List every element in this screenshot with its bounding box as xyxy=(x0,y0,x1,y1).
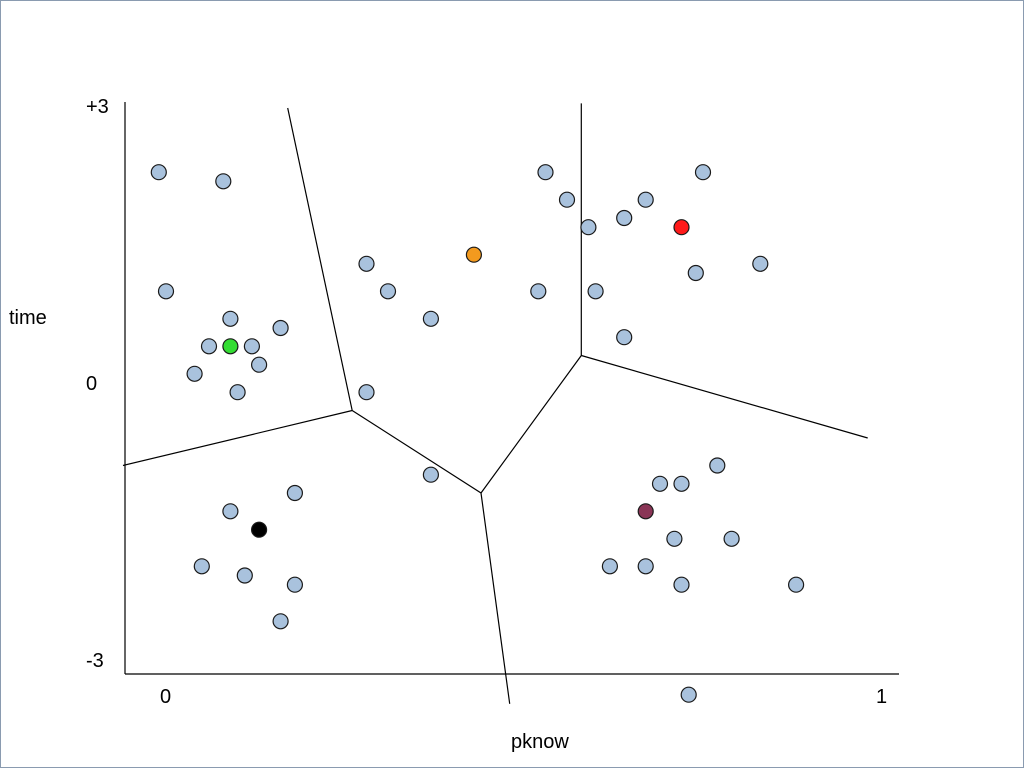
cluster-boundaries xyxy=(122,103,868,704)
data-point-41 xyxy=(787,576,805,593)
x-tick-label-left: 0 xyxy=(160,686,172,708)
y-axis-label: time xyxy=(9,307,47,329)
data-point-27 xyxy=(222,503,239,520)
data-point-26 xyxy=(422,466,439,483)
data-point-15 xyxy=(537,164,554,181)
data-point-7 xyxy=(272,319,289,337)
centroid-orange xyxy=(465,246,482,263)
data-point-35 xyxy=(709,457,726,474)
data-point-24 xyxy=(694,164,712,181)
data-point-34 xyxy=(673,475,690,492)
data-point-33 xyxy=(651,475,669,492)
data-point-23 xyxy=(687,264,704,282)
data-point-29 xyxy=(193,558,210,575)
data-point-42 xyxy=(680,686,697,703)
data-point-38 xyxy=(601,558,619,575)
boundary-line-4 xyxy=(581,354,868,439)
boundary-line-1 xyxy=(287,107,511,704)
y-tick-label-top: +3 xyxy=(86,96,109,118)
data-point-2 xyxy=(215,173,232,190)
data-point-17 xyxy=(530,283,547,300)
y-tick-label-bottom: -3 xyxy=(86,650,104,672)
data-point-1 xyxy=(150,164,167,181)
data-point-3 xyxy=(157,283,175,300)
data-point-8 xyxy=(186,365,203,382)
data-point-13 xyxy=(422,310,439,327)
centroid-black xyxy=(251,521,268,538)
centroid-red xyxy=(673,219,690,236)
data-point-21 xyxy=(637,191,654,208)
data-point-31 xyxy=(286,576,303,593)
data-point-18 xyxy=(580,219,597,236)
data-point-10 xyxy=(229,384,246,401)
data-point-30 xyxy=(236,567,253,584)
data-point-14 xyxy=(358,384,375,401)
data-point-37 xyxy=(723,530,740,547)
data-point-16 xyxy=(558,191,576,208)
data-point-11 xyxy=(358,255,375,272)
centroid-points xyxy=(222,219,690,538)
centroid-maroon xyxy=(637,503,654,520)
centroid-green xyxy=(222,338,239,355)
data-point-9 xyxy=(251,356,268,373)
y-tick-label-zero: 0 xyxy=(86,373,98,395)
data-point-6 xyxy=(243,338,260,355)
data-point-25 xyxy=(752,255,769,272)
data-point-12 xyxy=(379,283,397,300)
data-point-4 xyxy=(222,310,239,327)
data-point-36 xyxy=(666,530,683,547)
data-points xyxy=(150,164,805,703)
data-point-5 xyxy=(200,338,218,355)
x-axis-label: pknow xyxy=(511,731,569,753)
data-point-28 xyxy=(286,484,303,502)
data-point-40 xyxy=(673,576,690,593)
x-tick-label-right: 1 xyxy=(876,686,888,708)
data-point-32 xyxy=(272,613,289,630)
boundary-line-2 xyxy=(122,409,353,467)
data-point-20 xyxy=(616,209,633,227)
data-point-22 xyxy=(616,329,633,346)
data-point-39 xyxy=(637,558,654,575)
boundary-line-3 xyxy=(480,103,582,494)
data-point-19 xyxy=(587,283,604,300)
